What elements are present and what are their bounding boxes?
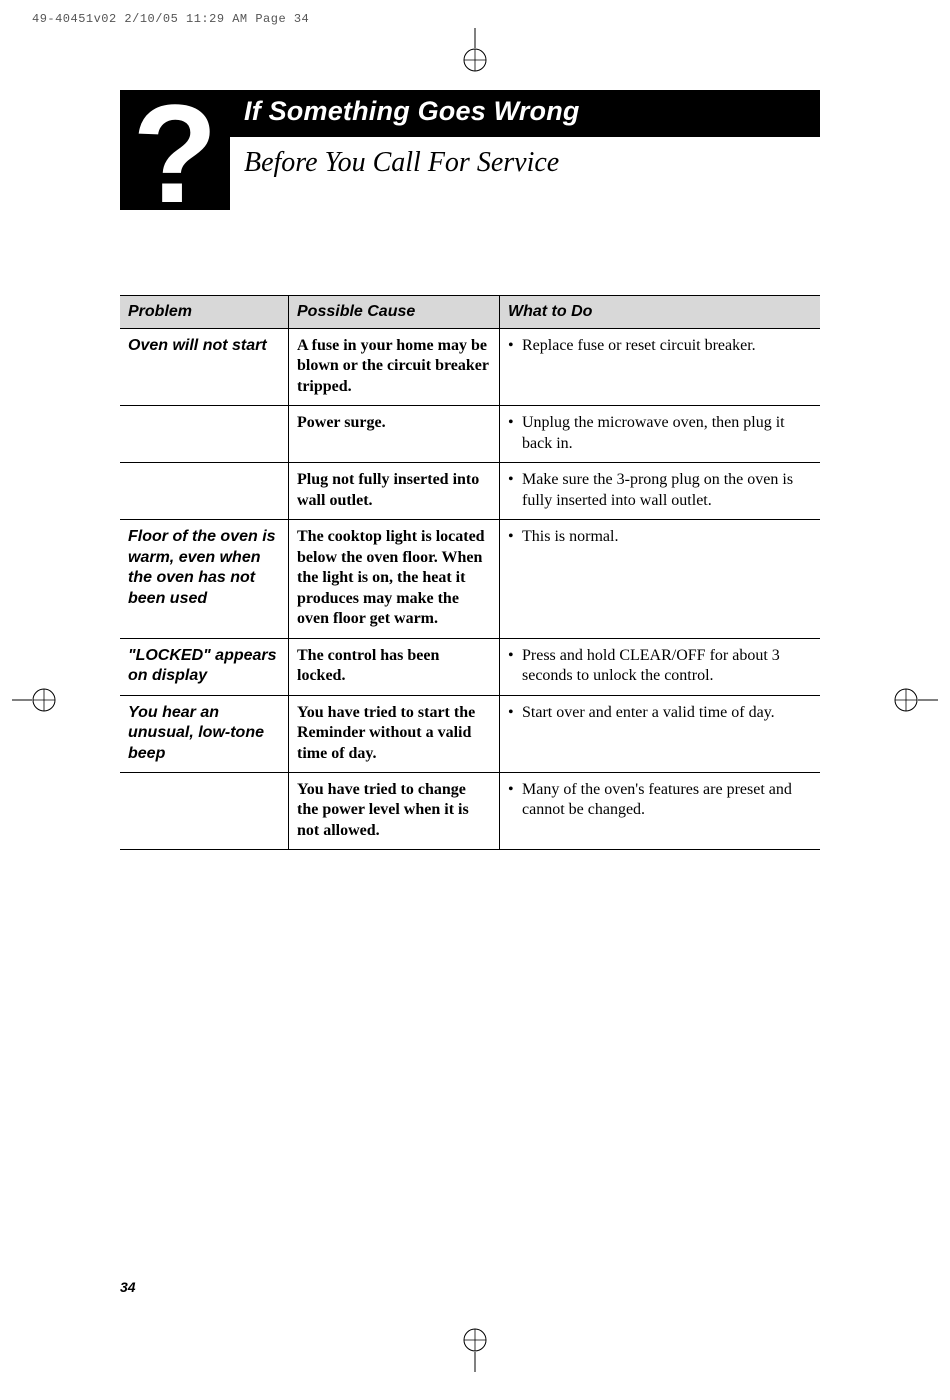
title-right: If Something Goes Wrong Before You Call … <box>230 90 820 179</box>
what-text: Press and hold CLEAR/OFF for about 3 sec… <box>522 646 812 687</box>
bullet-icon: • <box>508 336 522 397</box>
cell-what: •Replace fuse or reset circuit breaker. <box>500 329 820 405</box>
cell-problem <box>120 773 288 849</box>
bullet-icon: • <box>508 470 522 511</box>
table-row: Power surge.•Unplug the microwave oven, … <box>120 406 820 463</box>
table-header-row: Problem Possible Cause What to Do <box>120 296 820 329</box>
print-header: 49-40451v02 2/10/05 11:29 AM Page 34 <box>32 12 309 26</box>
cell-cause: The cooktop light is located below the o… <box>288 520 500 637</box>
header-cause: Possible Cause <box>288 296 500 328</box>
table-group: Oven will not startA fuse in your home m… <box>120 329 820 520</box>
crop-mark-right-icon <box>888 675 938 725</box>
table-row: You hear an unusual, low-tone beepYou ha… <box>120 696 820 773</box>
table-row: Oven will not startA fuse in your home m… <box>120 329 820 406</box>
crop-mark-left-icon <box>12 675 62 725</box>
cell-cause: Power surge. <box>288 406 500 462</box>
table-row: "LOCKED" appears on displayThe control h… <box>120 639 820 695</box>
bullet-icon: • <box>508 703 522 764</box>
crop-mark-top-icon <box>450 28 500 78</box>
cell-cause: A fuse in your home may be blown or the … <box>288 329 500 405</box>
troubleshooting-table: Problem Possible Cause What to Do Oven w… <box>120 295 820 850</box>
cell-problem: "LOCKED" appears on display <box>120 639 288 695</box>
table-group: You hear an unusual, low-tone beepYou ha… <box>120 696 820 851</box>
page-content: ? If Something Goes Wrong Before You Cal… <box>120 90 820 850</box>
cell-problem: You hear an unusual, low-tone beep <box>120 696 288 772</box>
cell-problem <box>120 406 288 462</box>
what-text: Start over and enter a valid time of day… <box>522 703 812 764</box>
crop-mark-bottom-icon <box>450 1322 500 1372</box>
question-mark-icon: ? <box>120 90 230 210</box>
cell-what: •Unplug the microwave oven, then plug it… <box>500 406 820 462</box>
cell-what: •Many of the oven's features are preset … <box>500 773 820 849</box>
table-group: "LOCKED" appears on displayThe control h… <box>120 639 820 696</box>
cell-cause: Plug not fully inserted into wall outlet… <box>288 463 500 519</box>
table-row: You have tried to change the power level… <box>120 773 820 849</box>
cell-what: •Make sure the 3-prong plug on the oven … <box>500 463 820 519</box>
what-text: Replace fuse or reset circuit breaker. <box>522 336 812 397</box>
cell-cause: The control has been locked. <box>288 639 500 695</box>
what-text: Many of the oven's features are preset a… <box>522 780 812 841</box>
header-what: What to Do <box>500 296 820 328</box>
page-number: 34 <box>120 1279 136 1295</box>
table-group: Floor of the oven is warm, even when the… <box>120 520 820 638</box>
cell-problem <box>120 463 288 519</box>
cell-what: •Start over and enter a valid time of da… <box>500 696 820 772</box>
what-text: This is normal. <box>522 527 812 629</box>
cell-problem: Oven will not start <box>120 329 288 405</box>
title-row: ? If Something Goes Wrong Before You Cal… <box>120 90 820 210</box>
cell-what: •This is normal. <box>500 520 820 637</box>
section-subtitle: Before You Call For Service <box>230 137 820 179</box>
cell-problem: Floor of the oven is warm, even when the… <box>120 520 288 637</box>
what-text: Make sure the 3-prong plug on the oven i… <box>522 470 812 511</box>
bullet-icon: • <box>508 780 522 841</box>
bullet-icon: • <box>508 646 522 687</box>
bullet-icon: • <box>508 527 522 629</box>
cell-what: •Press and hold CLEAR/OFF for about 3 se… <box>500 639 820 695</box>
section-title: If Something Goes Wrong <box>230 90 820 137</box>
cell-cause: You have tried to change the power level… <box>288 773 500 849</box>
table-row: Plug not fully inserted into wall outlet… <box>120 463 820 519</box>
table-row: Floor of the oven is warm, even when the… <box>120 520 820 637</box>
bullet-icon: • <box>508 413 522 454</box>
what-text: Unplug the microwave oven, then plug it … <box>522 413 812 454</box>
header-problem: Problem <box>120 296 288 328</box>
cell-cause: You have tried to start the Reminder wit… <box>288 696 500 772</box>
